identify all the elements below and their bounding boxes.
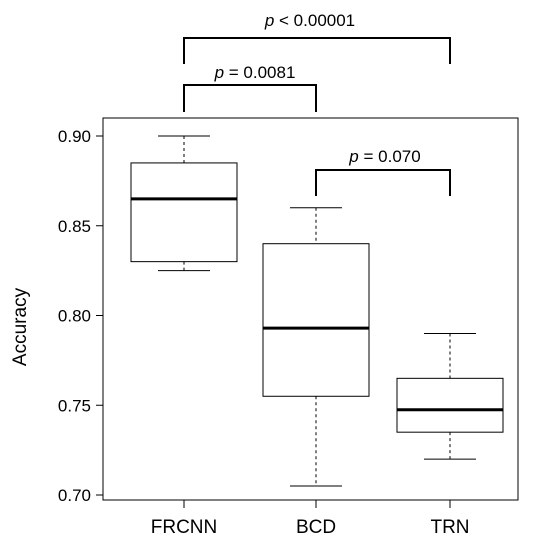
- y-tick-label-1: 0.75: [58, 396, 91, 415]
- y-axis-label: Accuracy: [10, 287, 31, 366]
- significance-bracket-2: [315, 169, 451, 196]
- p-value-label-1: p = 0.0081: [214, 63, 296, 82]
- box-0: [130, 162, 238, 263]
- x-tick-label-0: FRCNN: [151, 517, 218, 538]
- p-value-label-0: p < 0.00001: [264, 11, 355, 30]
- plot-frame: [102, 117, 519, 501]
- p-symbol: p: [214, 63, 224, 82]
- p-value-label-2: p = 0.070: [348, 147, 420, 166]
- box-1: [262, 243, 370, 397]
- x-tick-label-1: BCD: [296, 517, 336, 538]
- significance-bracket-1: [183, 84, 317, 112]
- p-value-text: = 0.0081: [224, 63, 295, 82]
- y-tick-label-3: 0.85: [58, 217, 91, 236]
- p-symbol: p: [264, 11, 274, 30]
- p-value-text: < 0.00001: [274, 11, 355, 30]
- p-symbol: p: [348, 147, 358, 166]
- y-tick-label-0: 0.70: [58, 486, 91, 505]
- y-tick-label-4: 0.90: [58, 127, 91, 146]
- significance-bracket-0: [183, 37, 451, 64]
- y-tick-label-2: 0.80: [58, 307, 91, 326]
- p-value-text: = 0.070: [359, 147, 421, 166]
- box-2: [396, 377, 504, 433]
- x-tick-label-2: TRN: [430, 517, 469, 538]
